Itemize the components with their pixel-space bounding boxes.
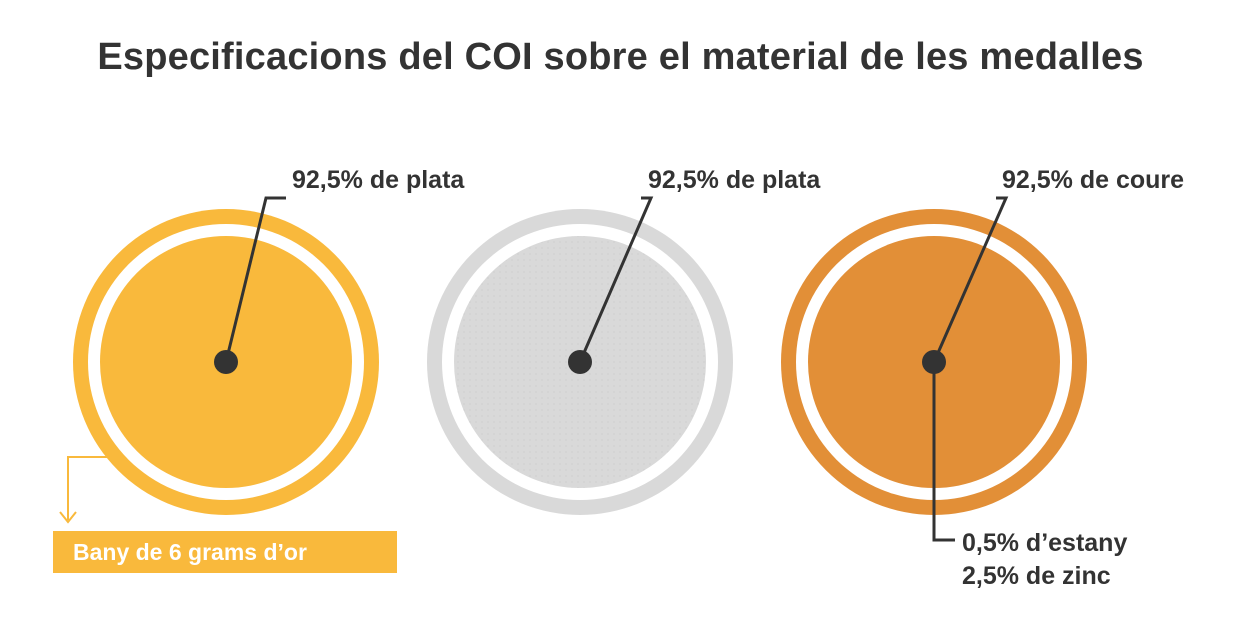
bronze-leader-line (932, 196, 1009, 363)
bronze-alloy-leader-line (932, 362, 955, 542)
bronze-medal (781, 196, 1087, 542)
bronze-center-dot (922, 350, 946, 374)
silver-center-dot (568, 350, 592, 374)
gold-center-dot (214, 350, 238, 374)
gold-plating-tag: Bany de 6 grams d’or (53, 531, 397, 573)
page-title: Especificacions del COI sobre el materia… (97, 36, 1144, 78)
bronze-label: 92,5% de coure (1002, 166, 1185, 194)
gold-leader-line (224, 196, 286, 363)
gold-plating-connector (67, 456, 108, 520)
gold-medal (59, 196, 379, 524)
gold-label: 92,5% de plata (292, 166, 465, 194)
gold-arrow-icon (59, 511, 77, 524)
silver-leader-line (578, 196, 654, 363)
silver-label: 92,5% de plata (648, 166, 821, 194)
silver-medal (427, 196, 733, 515)
bronze-zinc-label: 2,5% de zinc (962, 562, 1111, 590)
bronze-tin-label: 0,5% d’estany (962, 529, 1128, 557)
